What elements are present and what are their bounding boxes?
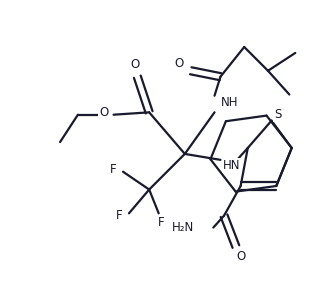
Text: NH: NH xyxy=(220,96,238,109)
Text: S: S xyxy=(274,108,281,121)
Text: H₂N: H₂N xyxy=(172,221,194,234)
Text: F: F xyxy=(116,209,123,222)
Text: O: O xyxy=(236,250,245,262)
Text: O: O xyxy=(100,106,109,119)
Text: O: O xyxy=(130,58,140,71)
Text: F: F xyxy=(110,163,117,176)
Text: HN: HN xyxy=(223,159,240,172)
Text: F: F xyxy=(158,216,164,229)
Text: O: O xyxy=(174,57,183,70)
